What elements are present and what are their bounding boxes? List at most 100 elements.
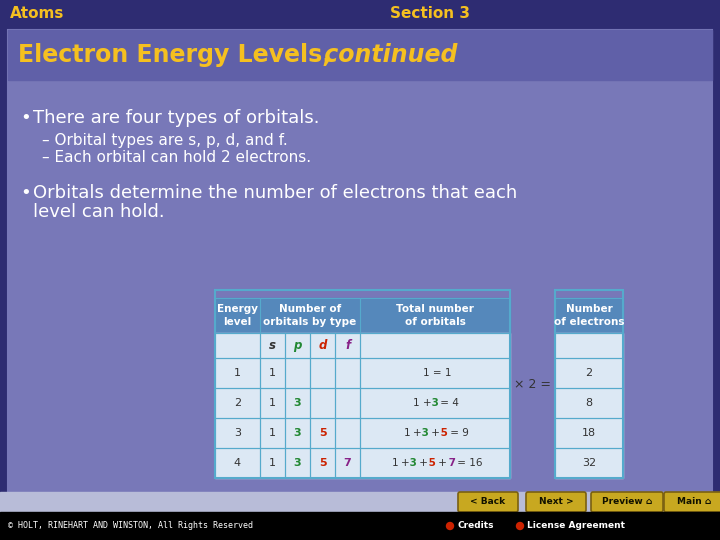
Bar bbox=[335, 418, 360, 448]
Text: d: d bbox=[318, 339, 327, 352]
Bar bbox=[310, 448, 335, 478]
Bar bbox=[360, 418, 510, 448]
Bar bbox=[310, 418, 335, 448]
Text: 3: 3 bbox=[406, 458, 417, 468]
Bar bbox=[215, 298, 260, 333]
Bar bbox=[335, 333, 360, 358]
Bar bbox=[360, 298, 510, 333]
Bar bbox=[360, 333, 510, 358]
Bar bbox=[215, 418, 260, 448]
Bar bbox=[0, 512, 720, 540]
Bar bbox=[555, 298, 623, 333]
Bar bbox=[215, 298, 260, 333]
Bar bbox=[335, 418, 360, 448]
Text: < Back: < Back bbox=[470, 497, 505, 507]
Text: Next >: Next > bbox=[539, 497, 573, 507]
Text: 5: 5 bbox=[426, 458, 436, 468]
Bar bbox=[360, 388, 510, 418]
Text: 1: 1 bbox=[269, 368, 276, 378]
Bar bbox=[555, 418, 623, 448]
Bar bbox=[215, 448, 260, 478]
Text: •: • bbox=[20, 184, 31, 202]
Text: +: + bbox=[423, 398, 431, 408]
Bar bbox=[215, 418, 260, 448]
FancyBboxPatch shape bbox=[458, 492, 518, 512]
Bar bbox=[260, 333, 285, 358]
Bar bbox=[360, 298, 510, 333]
Text: © HOLT, RINEHART AND WINSTON, All Rights Reserved: © HOLT, RINEHART AND WINSTON, All Rights… bbox=[8, 522, 253, 530]
Text: 1: 1 bbox=[269, 458, 276, 468]
Bar bbox=[555, 298, 623, 333]
Bar bbox=[555, 358, 623, 388]
Bar bbox=[215, 333, 260, 358]
Bar bbox=[260, 298, 360, 333]
Bar bbox=[215, 290, 510, 478]
Bar bbox=[215, 358, 260, 388]
Text: Energy
level: Energy level bbox=[217, 305, 258, 327]
Bar bbox=[310, 448, 335, 478]
Text: 4: 4 bbox=[234, 458, 241, 468]
Text: Electron Energy Levels,: Electron Energy Levels, bbox=[18, 43, 331, 67]
Text: 3: 3 bbox=[294, 398, 301, 408]
Text: 5: 5 bbox=[319, 458, 326, 468]
Text: License Agreement: License Agreement bbox=[527, 522, 625, 530]
Bar bbox=[360, 358, 510, 388]
Bar bbox=[310, 358, 335, 388]
Text: +: + bbox=[416, 458, 428, 468]
Bar bbox=[260, 358, 285, 388]
Bar bbox=[310, 333, 335, 358]
FancyBboxPatch shape bbox=[664, 492, 720, 512]
Circle shape bbox=[516, 523, 523, 530]
Text: +: + bbox=[435, 458, 447, 468]
Text: 2: 2 bbox=[234, 398, 241, 408]
Text: Preview ⌂: Preview ⌂ bbox=[602, 497, 652, 507]
Bar bbox=[360, 358, 510, 388]
Text: Number
of electrons: Number of electrons bbox=[554, 305, 624, 327]
Text: 3: 3 bbox=[294, 428, 301, 438]
Bar bbox=[335, 448, 360, 478]
Bar bbox=[555, 448, 623, 478]
Bar bbox=[360, 388, 510, 418]
Bar bbox=[260, 448, 285, 478]
Text: = 4: = 4 bbox=[438, 398, 459, 408]
Bar bbox=[285, 358, 310, 388]
Text: × 2 =: × 2 = bbox=[514, 377, 551, 390]
FancyBboxPatch shape bbox=[526, 492, 586, 512]
Bar bbox=[555, 333, 623, 358]
Text: Number of
orbitals by type: Number of orbitals by type bbox=[264, 305, 356, 327]
Bar bbox=[215, 333, 260, 358]
Bar bbox=[260, 388, 285, 418]
Text: Section 3: Section 3 bbox=[390, 6, 470, 22]
Text: 18: 18 bbox=[582, 428, 596, 438]
Bar bbox=[260, 333, 285, 358]
Bar bbox=[335, 358, 360, 388]
Text: 3: 3 bbox=[418, 428, 429, 438]
Bar bbox=[260, 388, 285, 418]
Bar bbox=[260, 298, 360, 333]
Bar bbox=[555, 333, 623, 358]
Text: = 9: = 9 bbox=[447, 428, 469, 438]
Text: 1 = 1: 1 = 1 bbox=[423, 368, 451, 378]
Text: – Orbital types are s, p, d, and f.: – Orbital types are s, p, d, and f. bbox=[42, 132, 288, 147]
Bar bbox=[360, 448, 510, 478]
Text: 5: 5 bbox=[438, 428, 449, 438]
Bar bbox=[285, 358, 310, 388]
Bar bbox=[310, 388, 335, 418]
Text: There are four types of orbitals.: There are four types of orbitals. bbox=[33, 109, 320, 127]
Bar bbox=[360, 333, 510, 358]
Bar bbox=[335, 448, 360, 478]
Bar bbox=[215, 358, 260, 388]
Bar bbox=[310, 388, 335, 418]
Text: 5: 5 bbox=[319, 428, 326, 438]
Text: f: f bbox=[345, 339, 350, 352]
Text: 7: 7 bbox=[445, 458, 456, 468]
Bar bbox=[360, 418, 510, 448]
Text: 2: 2 bbox=[585, 368, 593, 378]
Bar bbox=[8, 30, 712, 80]
Bar bbox=[285, 418, 310, 448]
Bar bbox=[260, 358, 285, 388]
Text: level can hold.: level can hold. bbox=[33, 203, 165, 221]
Text: – Each orbital can hold 2 electrons.: – Each orbital can hold 2 electrons. bbox=[42, 151, 311, 165]
Bar bbox=[215, 388, 260, 418]
Text: Orbitals determine the number of electrons that each: Orbitals determine the number of electro… bbox=[33, 184, 517, 202]
